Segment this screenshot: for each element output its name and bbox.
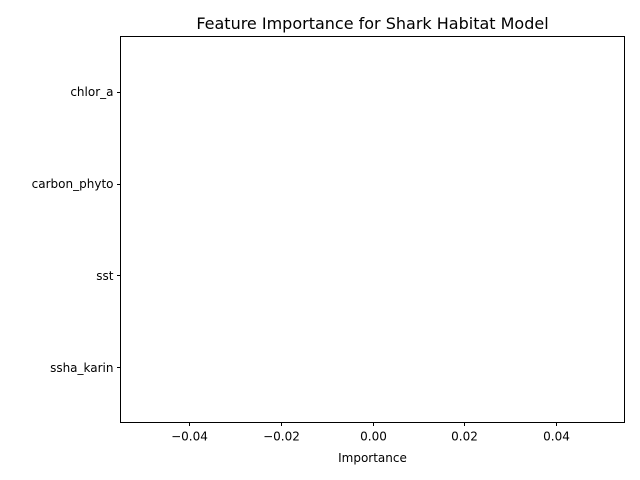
x-tick-label: 0.02: [451, 430, 478, 444]
x-tick-label: −0.04: [171, 430, 208, 444]
y-tick-label: sst: [96, 269, 114, 283]
y-tick-label: carbon_phyto: [32, 177, 114, 191]
x-axis: −0.04 −0.02 0.00 0.02 0.04: [171, 422, 570, 444]
plot-area-frame: [120, 36, 625, 423]
x-tick-label: 0.00: [360, 430, 387, 444]
x-tick-label: −0.02: [263, 430, 300, 444]
x-axis-label: Importance: [338, 451, 407, 465]
y-tick-label: chlor_a: [70, 85, 113, 99]
y-tick-label: ssha_karin: [50, 361, 113, 375]
chart-title: Feature Importance for Shark Habitat Mod…: [196, 14, 548, 33]
x-tick-label: 0.04: [543, 430, 570, 444]
